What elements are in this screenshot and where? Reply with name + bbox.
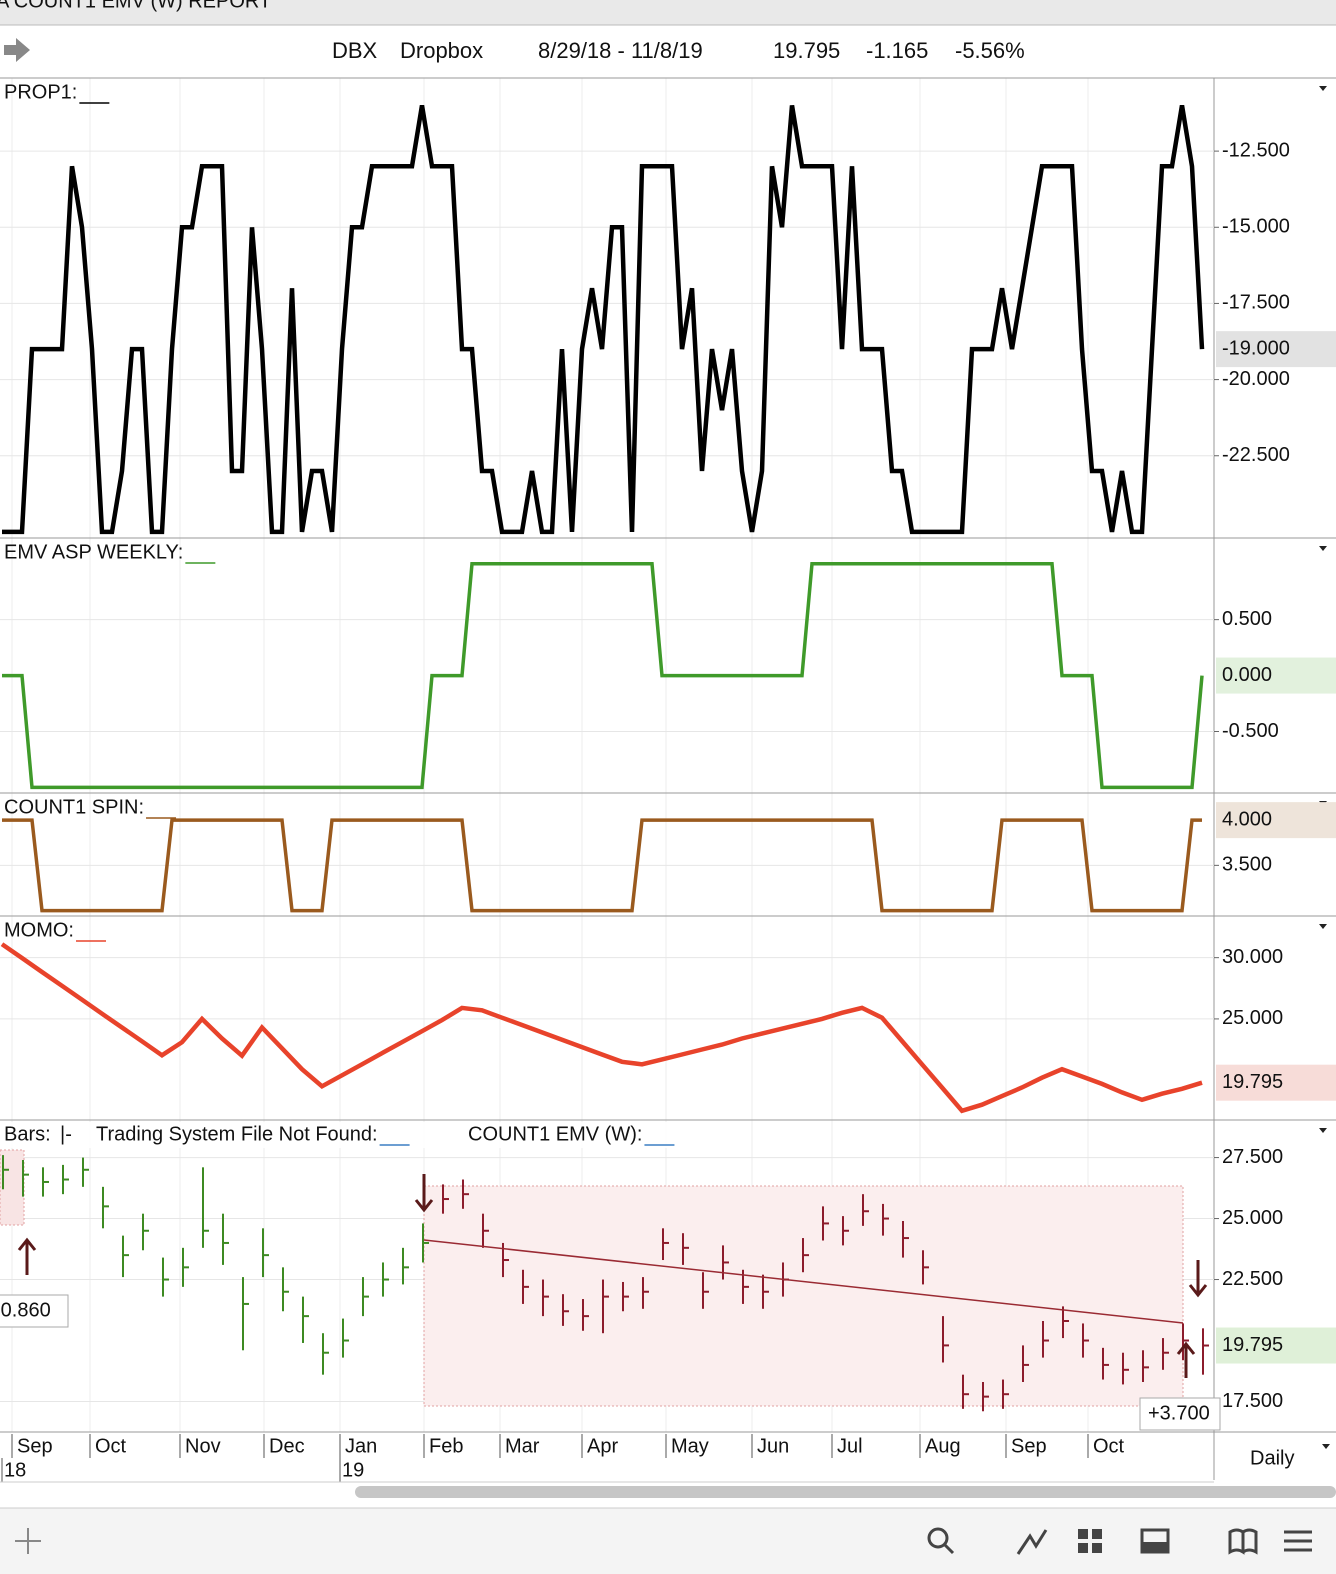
panel-title: Bars: [4,1123,51,1145]
last-value-box [1216,1064,1336,1101]
panel-title: COUNT1 EMV (W): [468,1123,642,1145]
month-label: May [671,1435,709,1457]
y-tick-label: 30.000 [1222,946,1283,968]
month-label: Oct [1093,1435,1125,1457]
y-tick-label: 25.000 [1222,1007,1283,1029]
panel-menu [1319,924,1327,929]
signal-arrow [414,1174,434,1213]
last-value-label: 4.000 [1222,808,1272,830]
month-label: Nov [185,1435,221,1457]
search-icon[interactable] [927,1527,949,1549]
scrollbar[interactable] [355,1486,1336,1498]
last-value-box [1216,657,1336,694]
y-tick-label: 17.500 [1222,1390,1283,1412]
y-tick-label: -20.000 [1222,368,1290,390]
draw-icon[interactable] [1016,1529,1048,1555]
month-label: Dec [269,1435,305,1457]
indicator-line [2,105,1205,535]
search-icon[interactable] [943,1543,955,1555]
book-icon[interactable] [1228,1528,1258,1555]
last-value-box [1216,1327,1336,1364]
y-tick-label: 27.500 [1222,1146,1283,1168]
panel-title: PROP1: [4,81,77,103]
pl-box [1139,1397,1221,1431]
layout-icon[interactable] [1142,1542,1168,1552]
date-range: 8/29/18 - 11/8/19 [538,38,703,63]
grid-icon[interactable] [1078,1543,1088,1553]
panel-title: Trading System File Not Found: [96,1123,378,1145]
year-label: 18 [4,1459,26,1481]
signal-arrow [1188,1260,1208,1298]
month-label: Jan [345,1435,377,1457]
grid-icon[interactable] [1092,1543,1102,1553]
company: Dropbox [400,38,483,63]
panels: -12.500 -15.000 -17.500 -20.000 -22.500 -19.0… [0,77,1336,1483]
panel-title: |- [60,1123,72,1145]
y-tick-label: -0.500 [1222,720,1279,742]
panel-title: EMV ASP WEEKLY: [4,541,183,563]
nav-arrow[interactable] [4,38,30,62]
y-tick-label: -15.000 [1222,216,1290,238]
menu-icon[interactable] [1284,1530,1312,1552]
y-tick-label: 25.000 [1222,1207,1283,1229]
panel-title: MOMO: [4,919,74,941]
y-tick-label: -17.500 [1222,292,1290,314]
signal-arrow [17,1237,37,1275]
panel-menu [1319,86,1327,91]
title-bar [0,0,1336,25]
indicator-line [2,818,1202,913]
panel-menu [1319,1128,1327,1133]
pl-label: -0.860 [0,1299,51,1321]
change-pct: -5.56% [955,38,1025,63]
panel-title: COUNT1 SPIN: [4,796,144,818]
month-label: Oct [95,1435,127,1457]
month-label: Apr [587,1435,618,1457]
title-backdrop [0,1122,700,1148]
month-label: Jul [837,1435,863,1457]
last-value-box [1216,802,1336,839]
y-tick-label: 22.500 [1222,1268,1283,1290]
month-label: Sep [17,1435,53,1457]
last-value-box [1216,331,1336,368]
last-value-label: -19.000 [1222,337,1290,359]
last-value-label: 19.795 [1222,1334,1283,1356]
y-tick-label: -22.500 [1222,444,1290,466]
interval[interactable]: Daily [1250,1447,1294,1469]
grid-icon[interactable] [1078,1529,1088,1539]
trade-zone [423,1185,1184,1407]
month-label: Jun [757,1435,789,1457]
year-label: 19 [342,1459,364,1481]
toolbar [0,1508,1336,1574]
grid-icon[interactable] [1092,1529,1102,1539]
trend-line [423,1239,1184,1324]
y-tick-label: 0.500 [1222,608,1272,630]
month-label: Mar [505,1435,540,1457]
pl-box [0,1294,69,1328]
window-title: A COUNT1 EMV (W) REPORT [0,0,271,12]
panel-menu [1319,546,1327,551]
month-label: Feb [429,1435,463,1457]
signal-arrow [1176,1341,1196,1378]
symbol: DBX [332,38,378,63]
last-value-label: 19.795 [1222,1071,1283,1093]
month-label: Sep [1011,1435,1047,1457]
last-value-label: 0.000 [1222,664,1272,686]
indicator-line [2,561,1204,790]
y-tick-label: 3.500 [1222,854,1272,876]
add-button[interactable] [15,1528,41,1554]
change: -1.165 [866,38,928,63]
pl-label: +3.700 [1148,1402,1210,1424]
last-price: 19.795 [773,38,840,63]
indicator-line [0,942,1203,1114]
dropdown[interactable] [1322,1444,1330,1449]
month-label: Aug [925,1435,961,1457]
y-tick-label: -12.500 [1222,139,1290,161]
